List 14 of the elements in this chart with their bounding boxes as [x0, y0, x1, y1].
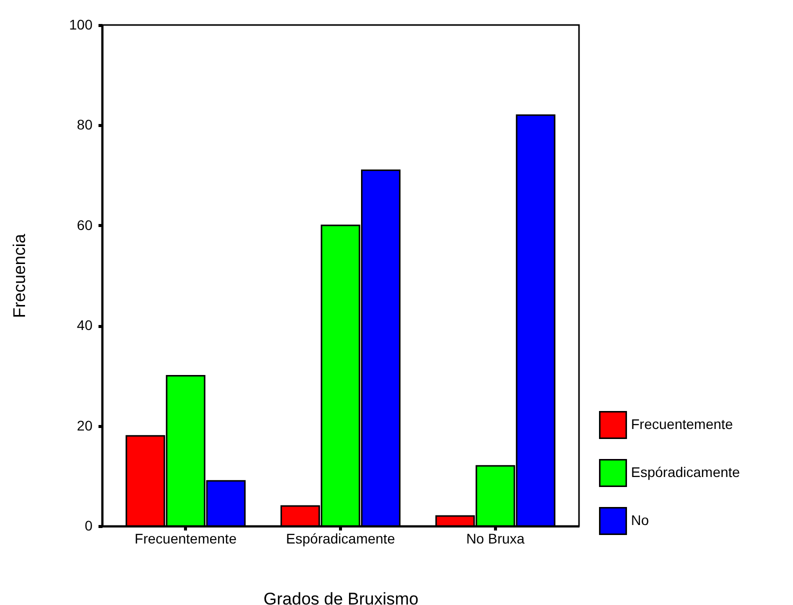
- y-tick-label: 0: [84, 518, 93, 534]
- x-tick-label: No Bruxa: [466, 530, 525, 546]
- y-tick-label: 100: [69, 16, 93, 32]
- y-tick-label: 20: [76, 417, 93, 434]
- legend-label: Frecuentemente: [631, 416, 734, 432]
- y-tick-label: 40: [76, 317, 93, 334]
- legend-label: No: [631, 512, 650, 528]
- y-axis-title: Frecuencia: [10, 233, 30, 318]
- y-tick-label: 80: [76, 116, 93, 133]
- x-tick-label: Frecuentemente: [134, 530, 237, 546]
- legend-label: Espóradicamente: [631, 464, 740, 480]
- x-tick-label: Espóradicamente: [286, 530, 396, 546]
- x-axis-title: Grados de Bruxismo: [264, 590, 418, 605]
- y-tick-label: 60: [76, 216, 93, 233]
